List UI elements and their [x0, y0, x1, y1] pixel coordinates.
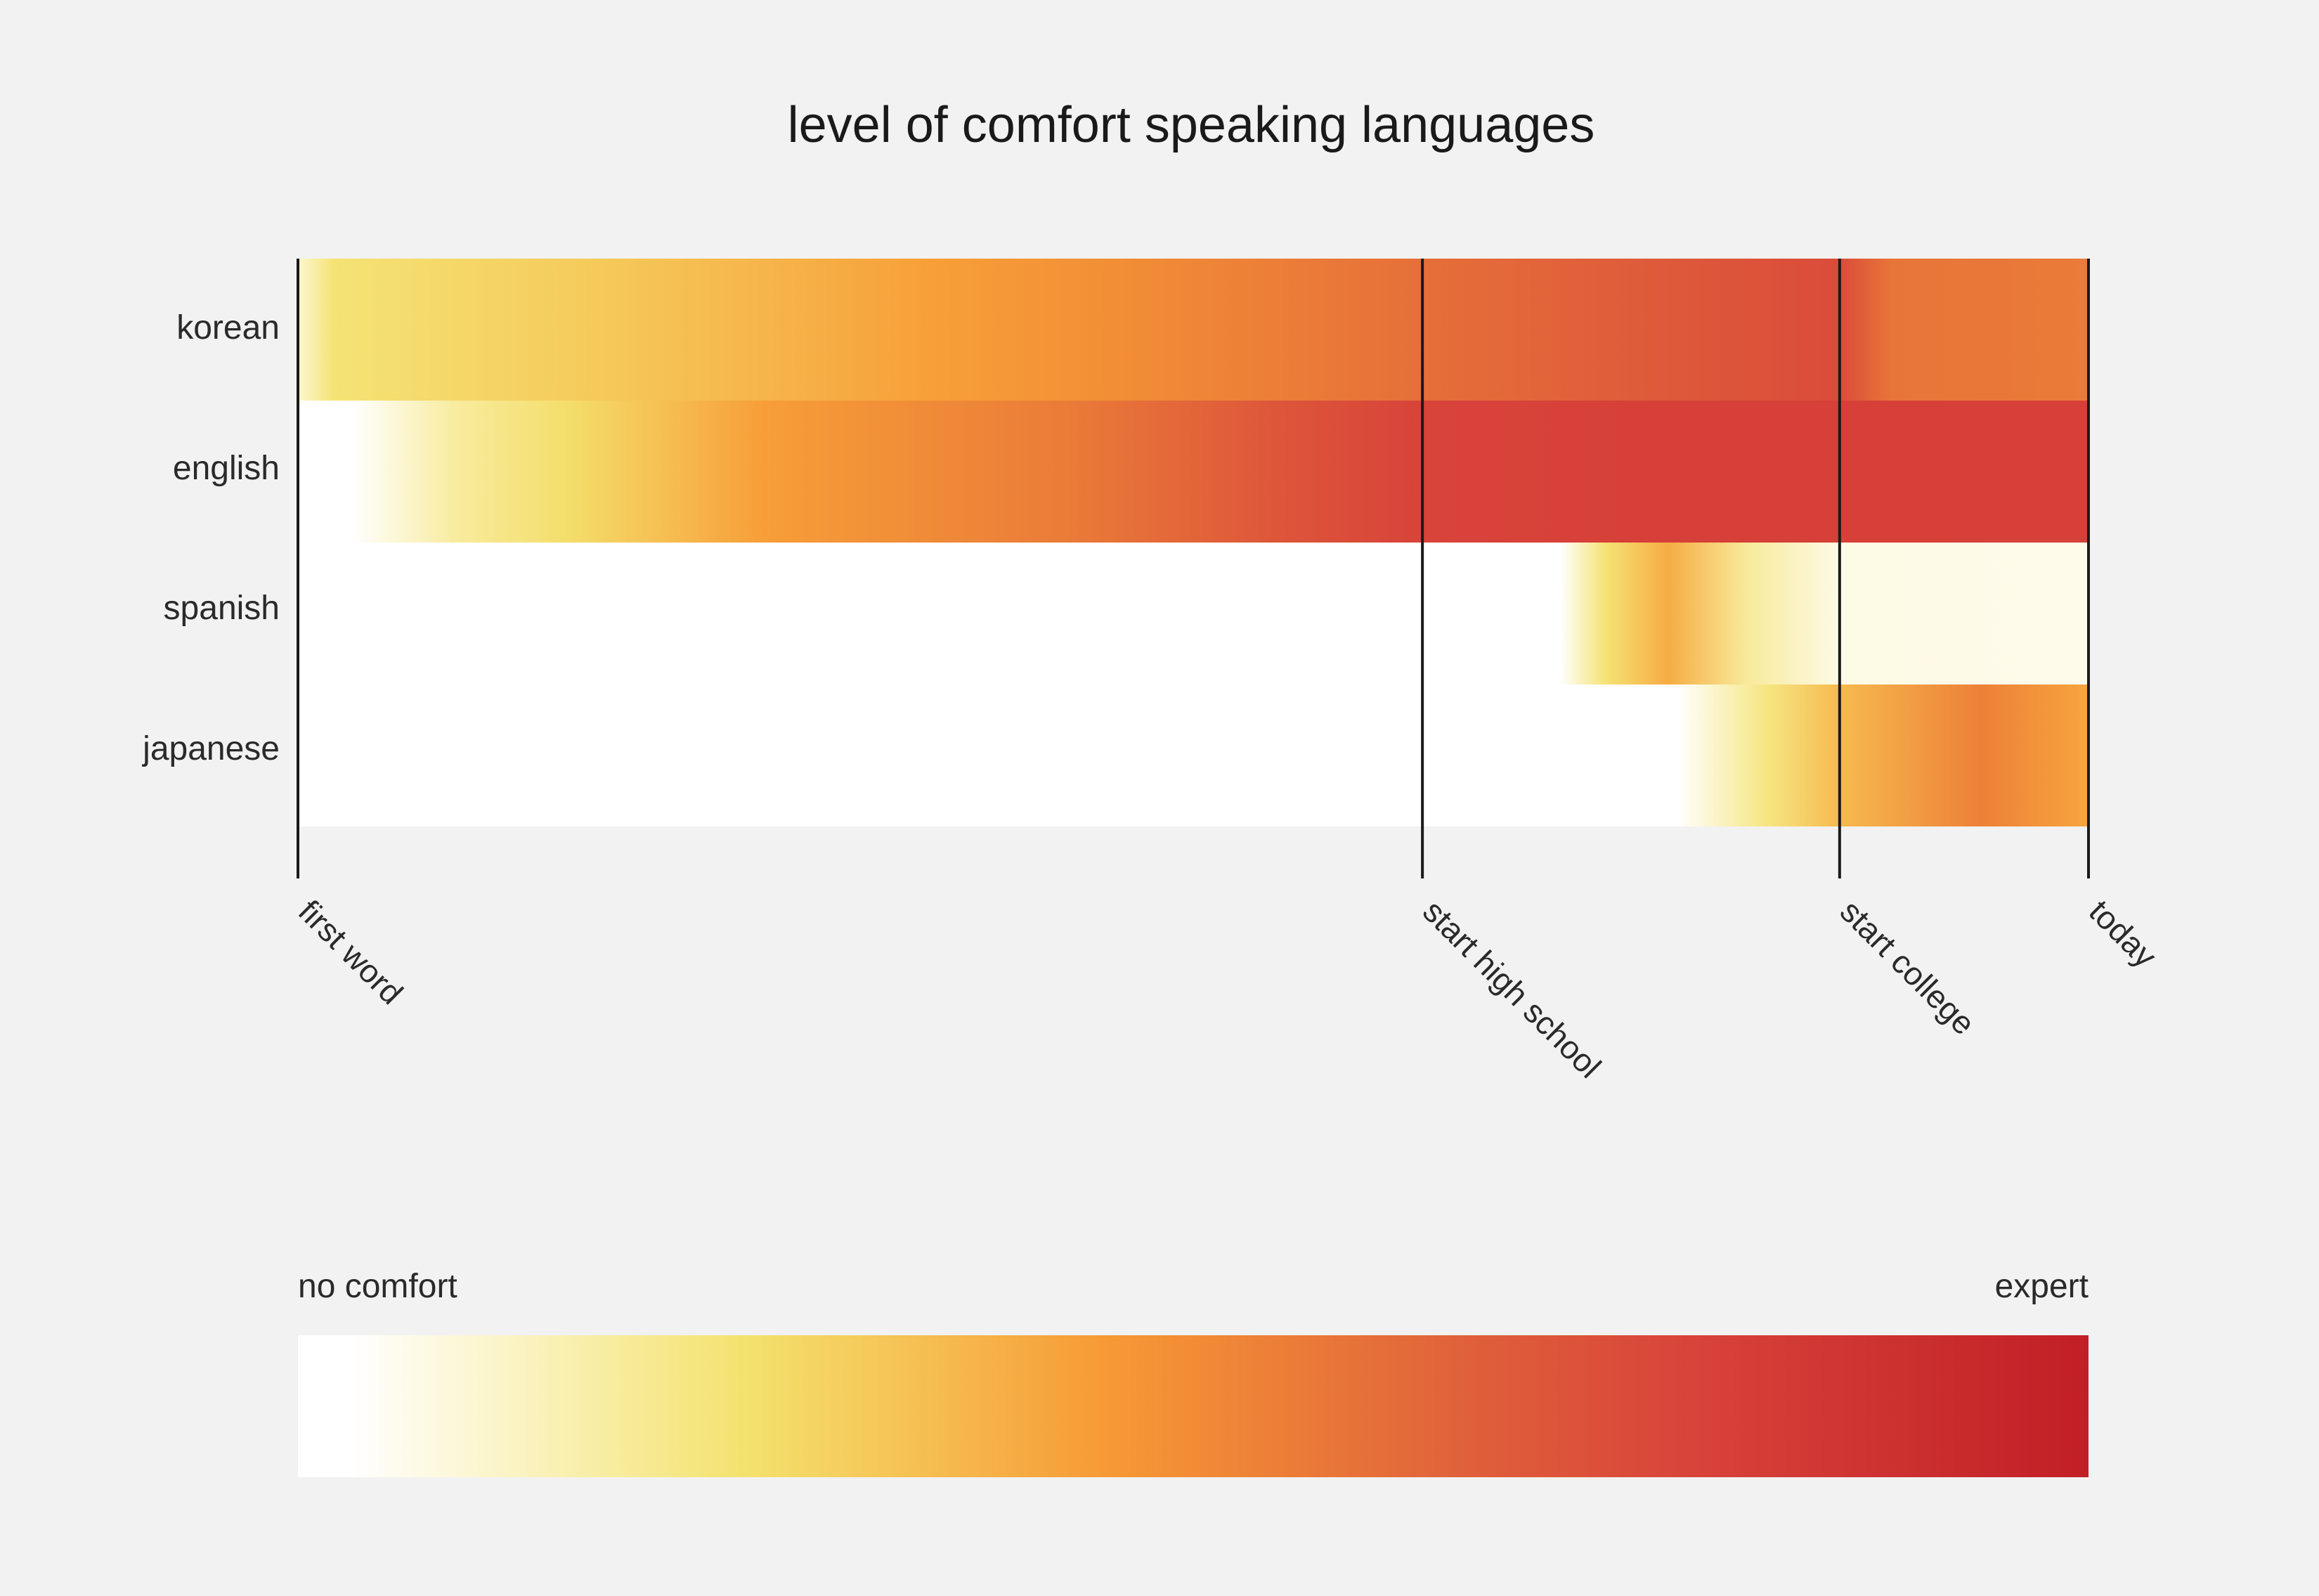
legend-max-label: expert [1995, 1268, 2089, 1305]
milestone-tick-labels: first word start high school start college… [292, 893, 2164, 1085]
heatmap-row-english [298, 401, 2089, 543]
row-labels: korean english spanish japanese [141, 309, 280, 767]
heatmap-row-spanish [298, 543, 2089, 685]
tick-label-first-word: first word [292, 893, 410, 1011]
heatmap-row-korean [298, 259, 2089, 401]
milestone-lines [297, 259, 2090, 878]
heatmap-row-japanese [298, 685, 2089, 826]
heatmap-rows [298, 259, 2089, 826]
tick-label-start-high-school: start high school [1416, 893, 1609, 1085]
row-label-spanish: spanish [164, 590, 280, 627]
tick-label-today: today [2082, 893, 2164, 974]
row-label-japanese: japanese [141, 730, 280, 767]
tick-label-start-college: start college [1833, 893, 1982, 1042]
color-scale-legend: no comfort expert [298, 1268, 2089, 1477]
row-label-english: english [173, 450, 280, 487]
chart-title: level of comfort speaking languages [788, 97, 1595, 153]
legend-min-label: no comfort [298, 1268, 457, 1305]
row-label-korean: korean [176, 309, 280, 346]
legend-color-bar [298, 1335, 2089, 1477]
